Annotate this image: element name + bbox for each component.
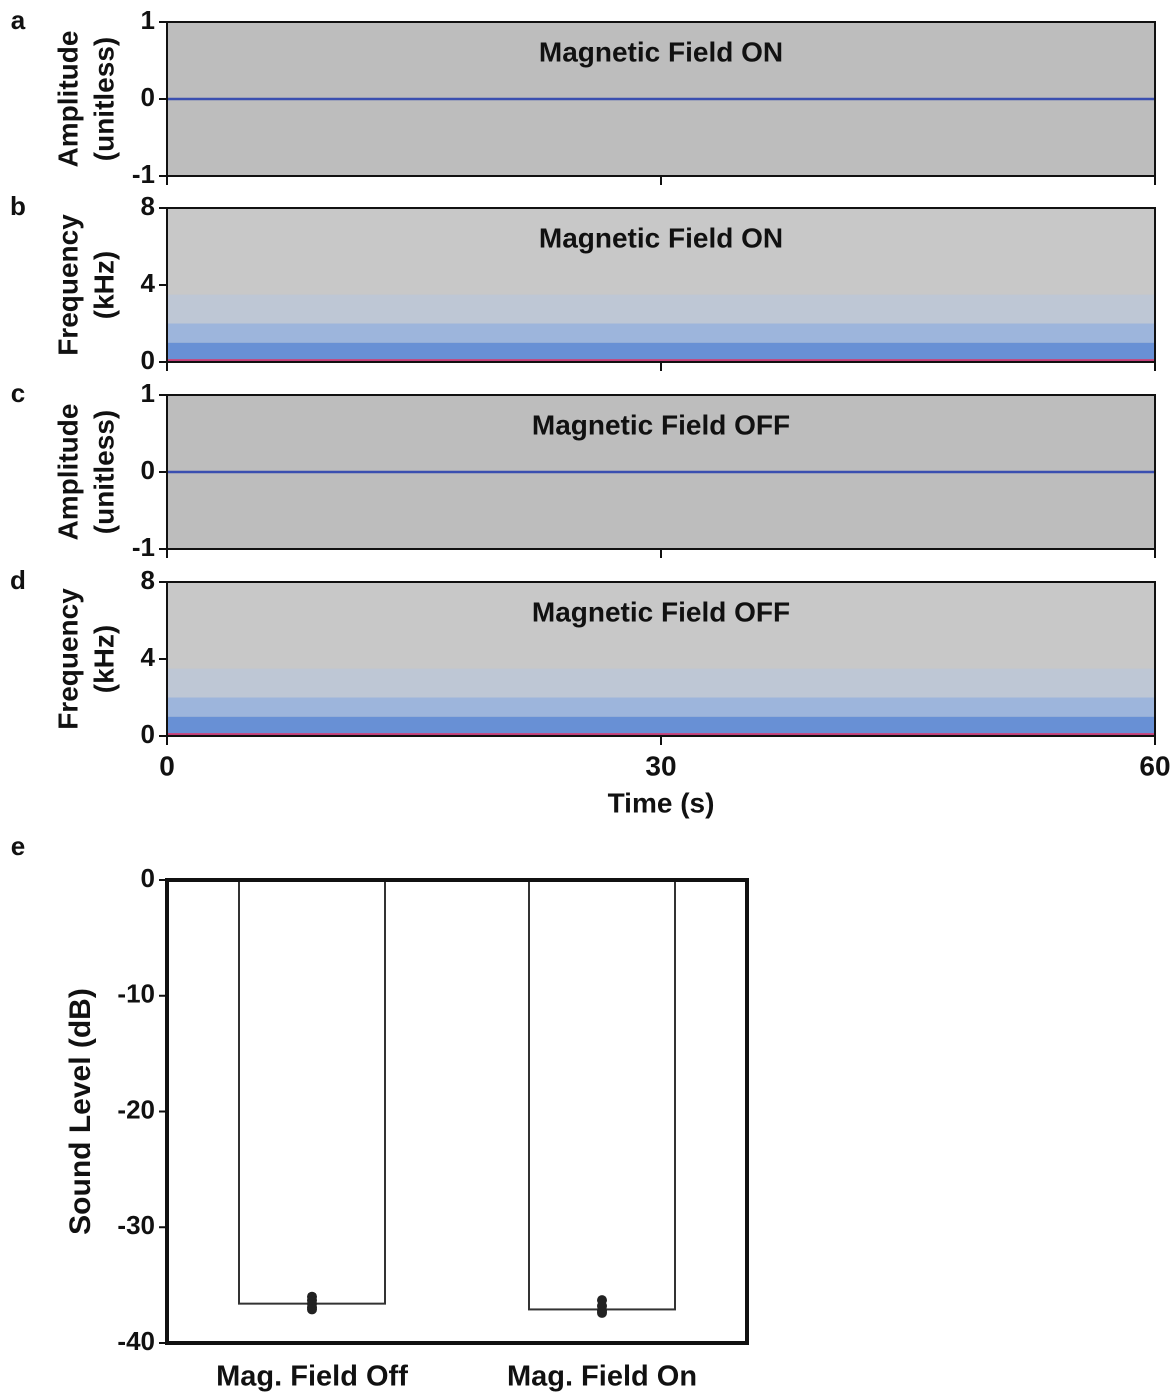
panel-title: Magnetic Field ON [539,36,783,67]
y-tick-label: -10 [117,979,155,1009]
spectral-band [167,717,1155,733]
y-tick-label: 1 [141,378,155,408]
y-tick-label: 8 [141,565,155,595]
y-tick-label: 1 [141,5,155,35]
y-tick-label: -1 [132,532,155,562]
panel-label: a [11,5,26,35]
y-axis-label: Sound Level (dB) [64,988,97,1235]
x-tick-label: Mag. Field On [507,1361,697,1393]
x-tick-label: 60 [1139,750,1170,781]
y-tick-label: 4 [141,268,156,298]
y-tick-label: 0 [141,345,155,375]
y-tick-label: -30 [117,1210,155,1240]
y-tick-label: 0 [141,719,155,749]
panel-title: Magnetic Field OFF [532,409,790,440]
bar [239,880,385,1304]
x-axis-label: Time (s) [608,787,715,818]
y-tick-label: 4 [141,642,156,672]
figure: aMagnetic Field ON-101Amplitude(unitless… [0,0,1174,1395]
bar [529,880,675,1309]
spectral-band [167,669,1155,698]
panel-title: Magnetic Field OFF [532,596,790,627]
spectral-band [167,324,1155,343]
x-tick-label: Mag. Field Off [216,1361,408,1393]
y-tick-label: -20 [117,1094,155,1124]
panel-label: c [11,378,25,408]
spectral-band [167,343,1155,359]
data-point [597,1308,607,1318]
y-axis-label: Frequency [52,588,83,730]
y-tick-label: 0 [141,82,155,112]
x-tick-label: 30 [645,750,676,781]
panel-label: d [10,565,26,595]
spectral-band [167,698,1155,717]
y-tick-label: 0 [141,455,155,485]
data-point [307,1304,317,1314]
panel-label: b [10,191,26,221]
y-axis-label: Amplitude [52,31,83,168]
y-axis-label: (unitless) [88,37,119,161]
y-tick-label: -1 [132,159,155,189]
panel-label: e [11,831,25,861]
y-axis-label: Frequency [52,214,83,356]
y-tick-label: 0 [141,863,155,893]
page: aMagnetic Field ON-101Amplitude(unitless… [0,0,1174,1400]
panel-title: Magnetic Field ON [539,222,783,253]
y-axis-label: (kHz) [88,625,119,693]
y-axis-label: (kHz) [88,251,119,319]
y-tick-label: 8 [141,191,155,221]
y-axis-label: (unitless) [88,410,119,534]
y-tick-label: -40 [117,1326,155,1356]
spectral-band [167,295,1155,324]
x-tick-label: 0 [159,750,175,781]
y-axis-label: Amplitude [52,404,83,541]
